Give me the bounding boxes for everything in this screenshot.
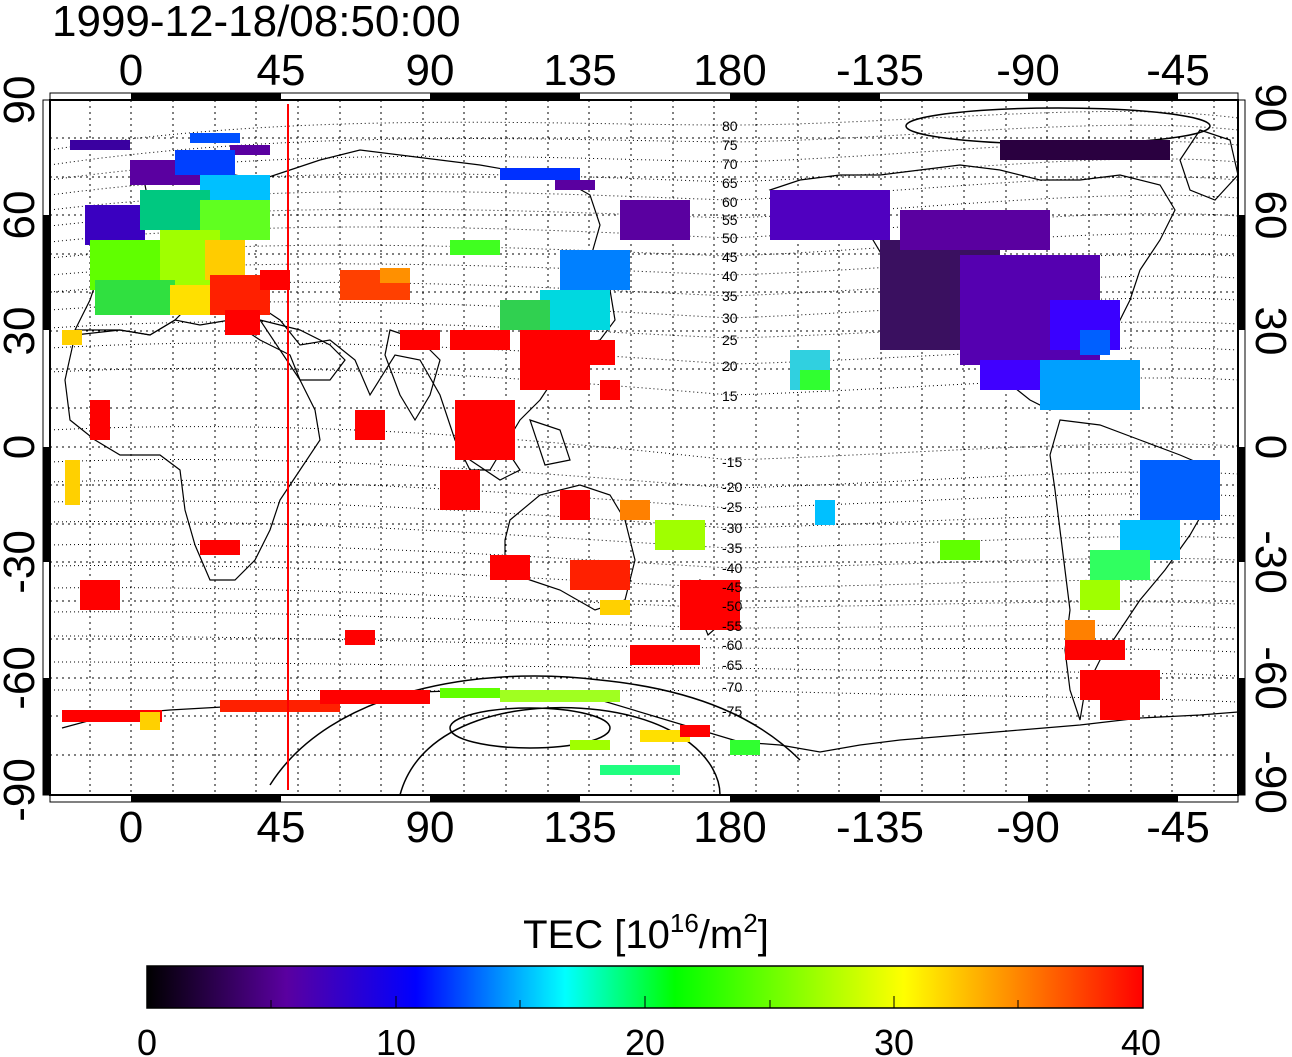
svg-text:-35: -35 [722, 540, 742, 556]
svg-text:-60: -60 [0, 646, 44, 710]
svg-text:-135: -135 [836, 803, 924, 852]
svg-text:180: 180 [693, 803, 766, 852]
svg-text:0: 0 [119, 46, 143, 95]
svg-text:35: 35 [722, 288, 738, 304]
svg-text:90: 90 [406, 803, 455, 852]
svg-text:20: 20 [722, 358, 738, 374]
svg-text:25: 25 [722, 332, 738, 348]
svg-text:-90: -90 [0, 758, 44, 822]
svg-text:65: 65 [722, 175, 738, 191]
svg-text:-55: -55 [722, 618, 742, 634]
svg-text:-45: -45 [1146, 803, 1210, 852]
svg-text:0: 0 [119, 803, 143, 852]
svg-text:30: 30 [874, 1022, 914, 1057]
svg-text:-90: -90 [1246, 750, 1292, 814]
svg-text:-20: -20 [722, 479, 742, 495]
svg-text:-60: -60 [1246, 646, 1292, 710]
svg-text:-30: -30 [1246, 530, 1292, 594]
svg-text:-90: -90 [996, 46, 1060, 95]
svg-text:75: 75 [722, 137, 738, 153]
svg-text:30: 30 [722, 310, 738, 326]
svg-text:15: 15 [722, 388, 738, 404]
svg-text:-15: -15 [722, 454, 742, 470]
svg-text:30: 30 [0, 307, 44, 356]
svg-text:135: 135 [543, 803, 616, 852]
svg-text:-40: -40 [722, 560, 742, 576]
svg-text:-25: -25 [722, 499, 742, 515]
svg-text:-30: -30 [722, 520, 742, 536]
svg-text:45: 45 [257, 803, 306, 852]
x-tick-labels-bottom: 0 45 90 135 180 -135 -90 -45 [119, 803, 1210, 852]
svg-text:-30: -30 [0, 530, 44, 594]
x-tick-labels-top: 0 45 90 135 180 -135 -90 -45 [119, 46, 1210, 95]
svg-text:0: 0 [1246, 435, 1292, 459]
svg-text:70: 70 [722, 156, 738, 172]
svg-text:-45: -45 [1146, 46, 1210, 95]
svg-text:45: 45 [722, 249, 738, 265]
tec-data-cells [62, 133, 1220, 775]
svg-text:90: 90 [1246, 84, 1292, 133]
svg-text:-90: -90 [996, 803, 1060, 852]
svg-text:135: 135 [543, 46, 616, 95]
svg-text:90: 90 [406, 46, 455, 95]
svg-text:30: 30 [1246, 307, 1292, 356]
map-title: 1999-12-18/08:50:00 [52, 0, 461, 46]
svg-text:180: 180 [693, 46, 766, 95]
svg-text:0: 0 [0, 435, 44, 459]
y-tick-labels-right: 90 60 30 0 -30 -60 -90 [1246, 84, 1292, 814]
svg-text:-75: -75 [722, 703, 742, 719]
svg-text:-135: -135 [836, 46, 924, 95]
mlat-labels: 80 75 70 65 60 55 50 45 40 35 30 25 20 1… [722, 118, 742, 719]
svg-text:40: 40 [1121, 1022, 1161, 1057]
svg-text:-50: -50 [722, 598, 742, 614]
svg-text:-65: -65 [722, 657, 742, 673]
svg-text:90: 90 [0, 76, 44, 125]
svg-text:40: 40 [722, 268, 738, 284]
colorbar-title: TEC [1016/m2] [523, 908, 769, 957]
svg-text:60: 60 [722, 194, 738, 210]
colorbar-ticks [270, 996, 1019, 1008]
svg-text:20: 20 [625, 1022, 665, 1057]
svg-text:-45: -45 [722, 579, 742, 595]
svg-text:60: 60 [1246, 191, 1292, 240]
y-tick-labels-left: 90 60 30 0 -30 -60 -90 [0, 76, 44, 822]
svg-text:-70: -70 [722, 679, 742, 695]
svg-text:45: 45 [257, 46, 306, 95]
svg-text:10: 10 [376, 1022, 416, 1057]
colorbar-tick-labels: 0 10 20 30 40 [137, 1022, 1161, 1057]
svg-text:60: 60 [0, 191, 44, 240]
axis-bars [42, 92, 1246, 803]
svg-text:0: 0 [137, 1022, 157, 1057]
svg-text:-60: -60 [722, 637, 742, 653]
svg-text:50: 50 [722, 230, 738, 246]
svg-text:80: 80 [722, 118, 738, 134]
svg-text:55: 55 [722, 212, 738, 228]
